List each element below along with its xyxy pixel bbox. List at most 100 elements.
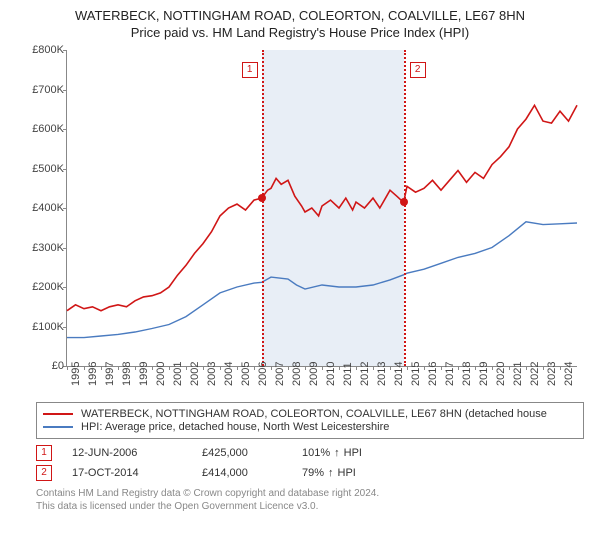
y-axis-label: £700K: [20, 84, 64, 96]
y-axis-label: £200K: [20, 281, 64, 293]
legend-label-hpi: HPI: Average price, detached house, Nort…: [81, 421, 389, 433]
marker-vline: [262, 50, 264, 366]
x-tick: [543, 366, 544, 370]
footer-line2: This data is licensed under the Open Gov…: [36, 500, 590, 513]
sale-date: 12-JUN-2006: [72, 447, 182, 459]
x-axis-label: 2024: [563, 362, 575, 386]
chart-container: WATERBECK, NOTTINGHAM ROAD, COLEORTON, C…: [0, 0, 600, 560]
legend-row-property: WATERBECK, NOTTINGHAM ROAD, COLEORTON, C…: [43, 408, 577, 420]
x-tick: [67, 366, 68, 370]
x-tick: [203, 366, 204, 370]
titles: WATERBECK, NOTTINGHAM ROAD, COLEORTON, C…: [10, 8, 590, 40]
x-tick: [424, 366, 425, 370]
x-tick: [526, 366, 527, 370]
x-axis-label: 2014: [393, 362, 405, 386]
arrow-up-icon: ↑: [334, 447, 340, 459]
x-tick: [101, 366, 102, 370]
x-tick: [84, 366, 85, 370]
sale-badge: 1: [36, 445, 52, 461]
x-tick: [169, 366, 170, 370]
y-axis-label: £100K: [20, 321, 64, 333]
arrow-up-icon: ↑: [328, 467, 334, 479]
x-axis-label: 2001: [172, 362, 184, 386]
x-axis-label: 2004: [223, 362, 235, 386]
legend-swatch-property: [43, 413, 73, 415]
sale-badge: 2: [36, 465, 52, 481]
x-axis-label: 2013: [376, 362, 388, 386]
x-tick: [322, 366, 323, 370]
x-tick: [220, 366, 221, 370]
x-axis-label: 2016: [427, 362, 439, 386]
x-tick: [458, 366, 459, 370]
x-axis-label: 1999: [138, 362, 150, 386]
legend-label-property: WATERBECK, NOTTINGHAM ROAD, COLEORTON, C…: [81, 408, 547, 420]
plot-region: 12: [66, 50, 577, 367]
x-tick: [475, 366, 476, 370]
x-axis-label: 2007: [274, 362, 286, 386]
sales-list: 1 12-JUN-2006 £425,000 101% ↑ HPI 2 17-OCT-20…: [10, 445, 590, 481]
marker-vline: [404, 50, 406, 366]
x-axis-label: 2005: [240, 362, 252, 386]
series-property: [67, 105, 577, 310]
x-tick: [373, 366, 374, 370]
x-tick: [407, 366, 408, 370]
sale-price: £414,000: [202, 467, 282, 479]
x-axis-label: 2018: [461, 362, 473, 386]
x-axis-label: 2012: [359, 362, 371, 386]
x-tick: [492, 366, 493, 370]
x-axis-label: 2009: [308, 362, 320, 386]
marker-label-2: 2: [410, 62, 426, 78]
x-tick: [254, 366, 255, 370]
x-axis-label: 2011: [342, 362, 354, 386]
chart-area: 12 £0£100K£200K£300K£400K£500K£600K£700K…: [20, 46, 580, 396]
sale-price: £425,000: [202, 447, 282, 459]
sale-row: 2 17-OCT-2014 £414,000 79% ↑ HPI: [36, 465, 590, 481]
x-axis-label: 2003: [206, 362, 218, 386]
x-axis-label: 2021: [512, 362, 524, 386]
series-hpi: [67, 222, 577, 338]
x-axis-label: 2023: [546, 362, 558, 386]
footer: Contains HM Land Registry data © Crown c…: [36, 487, 590, 513]
x-tick: [288, 366, 289, 370]
x-axis-label: 2020: [495, 362, 507, 386]
x-tick: [339, 366, 340, 370]
x-axis-label: 2006: [257, 362, 269, 386]
y-axis-label: £600K: [20, 123, 64, 135]
y-axis-label: £400K: [20, 202, 64, 214]
marker-point-2: [400, 198, 408, 206]
x-tick: [356, 366, 357, 370]
chart-svg: [67, 50, 577, 366]
x-axis-label: 2000: [155, 362, 167, 386]
x-tick: [271, 366, 272, 370]
x-tick: [509, 366, 510, 370]
x-axis-label: 2010: [325, 362, 337, 386]
x-axis-label: 1995: [70, 362, 82, 386]
x-axis-label: 2002: [189, 362, 201, 386]
x-tick: [152, 366, 153, 370]
footer-line1: Contains HM Land Registry data © Crown c…: [36, 487, 590, 500]
title-subtitle: Price paid vs. HM Land Registry's House …: [10, 25, 590, 40]
x-axis-label: 2017: [444, 362, 456, 386]
x-tick: [441, 366, 442, 370]
x-tick: [118, 366, 119, 370]
marker-point-1: [258, 194, 266, 202]
sale-row: 1 12-JUN-2006 £425,000 101% ↑ HPI: [36, 445, 590, 461]
y-axis-label: £300K: [20, 242, 64, 254]
legend-swatch-hpi: [43, 426, 73, 428]
sale-hpi: 101% ↑ HPI: [302, 447, 392, 459]
x-axis-label: 1998: [121, 362, 133, 386]
sale-hpi: 79% ↑ HPI: [302, 467, 392, 479]
y-axis-label: £500K: [20, 163, 64, 175]
x-axis-label: 2019: [478, 362, 490, 386]
title-address: WATERBECK, NOTTINGHAM ROAD, COLEORTON, C…: [10, 8, 590, 23]
y-axis-label: £0: [20, 360, 64, 372]
sale-date: 17-OCT-2014: [72, 467, 182, 479]
x-tick: [135, 366, 136, 370]
x-tick: [560, 366, 561, 370]
y-axis-label: £800K: [20, 44, 64, 56]
x-tick: [237, 366, 238, 370]
x-axis-label: 1997: [104, 362, 116, 386]
marker-label-1: 1: [242, 62, 258, 78]
x-axis-label: 2022: [529, 362, 541, 386]
x-axis-label: 2015: [410, 362, 422, 386]
